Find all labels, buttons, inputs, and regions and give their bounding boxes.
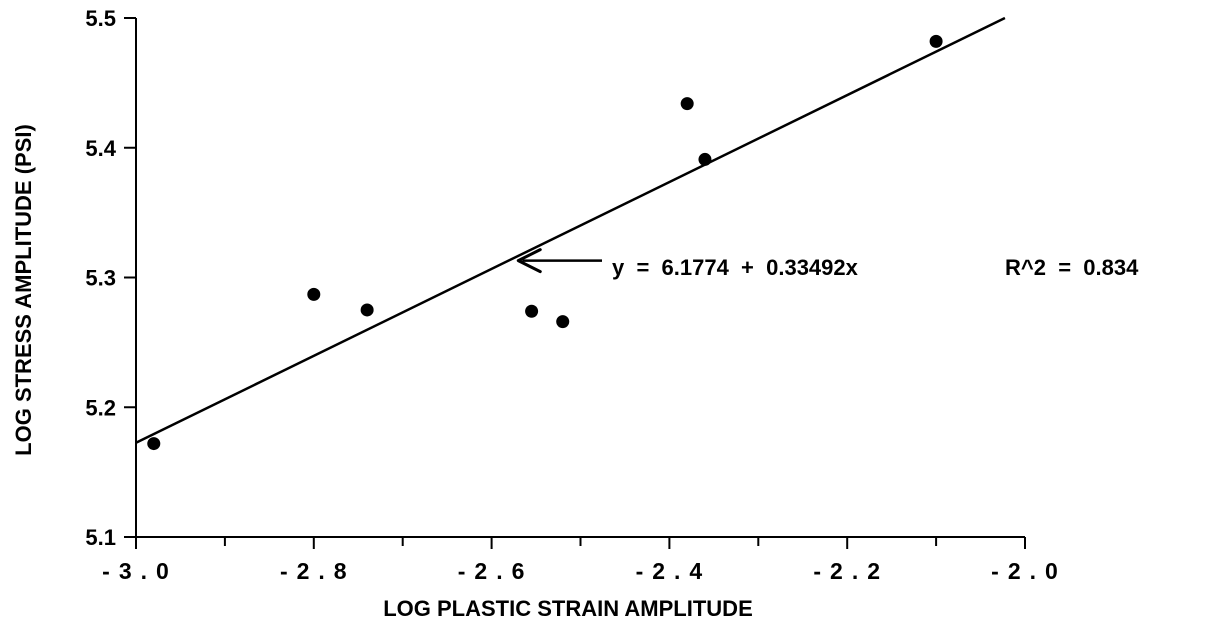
data-points	[147, 34, 943, 451]
x-tick-label: -2.8	[280, 558, 356, 584]
x-tick-label: -2.0	[991, 558, 1067, 584]
y-tick-label: 5.5	[85, 6, 116, 31]
y-axis-title: LOG STRESS AMPLITUDE (PSI)	[11, 124, 36, 456]
y-tick-label: 5.4	[85, 136, 116, 161]
y-tick-label: 5.2	[85, 395, 116, 420]
x-axis-ticks: -3.0 -2.8 -2.6 -2.4 -2.2 -2.0	[102, 537, 1067, 584]
x-tick-label: -2.6	[458, 558, 534, 584]
data-point	[929, 34, 943, 48]
data-point	[147, 437, 161, 451]
arrow-head	[516, 248, 542, 274]
x-axis-title: LOG PLASTIC STRAIN AMPLITUDE	[383, 596, 753, 621]
y-tick-label: 5.3	[85, 266, 116, 291]
data-point	[525, 304, 539, 318]
y-tick-label: 5.1	[85, 525, 116, 550]
plot-area: -3.0 -2.8 -2.6 -2.4 -2.2 -2.0 5.1 5.2 5.3 5.4 5.5	[85, 6, 1067, 584]
data-point	[556, 315, 570, 329]
y-axis-ticks: 5.1 5.2 5.3 5.4 5.5	[85, 6, 136, 550]
data-point	[698, 152, 712, 166]
equation-arrow	[516, 248, 602, 274]
x-tick-label: -2.2	[813, 558, 889, 584]
x-tick-label: -2.4	[636, 558, 712, 584]
regression-equation-label: y = 6.1774 + 0.33492x	[612, 255, 859, 280]
r-squared-label: R^2 = 0.834	[1005, 255, 1139, 280]
data-point	[680, 97, 694, 111]
data-point	[307, 287, 321, 301]
x-tick-label: -3.0	[102, 558, 178, 584]
data-point	[360, 303, 374, 317]
regression-line	[135, 16, 1006, 444]
